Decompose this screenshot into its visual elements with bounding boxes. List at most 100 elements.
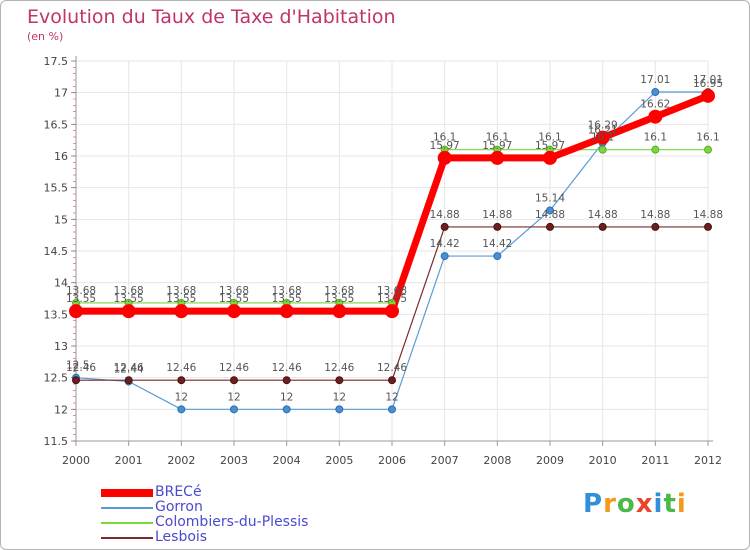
data-label-brec-: 16.95 xyxy=(693,78,723,90)
y-tick-label: 14 xyxy=(54,277,68,290)
data-point-brec- xyxy=(174,304,189,319)
data-label-gorron: 14.42 xyxy=(430,238,460,250)
data-label-gorron: 12.5 xyxy=(66,360,89,372)
data-label-brec-: 16.62 xyxy=(640,99,670,111)
data-label-lesbois: 14.88 xyxy=(430,209,460,221)
data-label-brec-: 13.55 xyxy=(166,293,196,305)
data-label-lesbois: 14.88 xyxy=(640,209,670,221)
data-label-colombiers-du-plessis: 16.1 xyxy=(486,132,509,144)
data-label-lesbois: 12.46 xyxy=(377,362,407,374)
data-label-gorron: 12 xyxy=(175,391,188,403)
data-label-brec-: 16.29 xyxy=(588,120,618,132)
data-point-lesbois xyxy=(704,222,712,231)
data-label-lesbois: 12.46 xyxy=(272,362,302,374)
data-label-colombiers-du-plessis: 13.68 xyxy=(377,285,407,297)
logo-letter: t xyxy=(663,489,677,519)
y-tick-label: 17.5 xyxy=(44,55,69,68)
data-point-lesbois xyxy=(72,376,80,385)
data-label-gorron: 16.21 xyxy=(588,125,618,137)
data-label-lesbois: 12.46 xyxy=(219,362,249,374)
x-tick-label: 2004 xyxy=(273,454,301,467)
y-tick-label: 16 xyxy=(54,150,68,163)
data-point-brec- xyxy=(227,304,241,319)
data-point-gorron xyxy=(493,252,502,261)
data-label-brec-: 13.55 xyxy=(114,293,144,305)
data-label-brec-: 15.97 xyxy=(430,140,460,152)
data-point-gorron xyxy=(440,252,449,261)
data-label-gorron: 14.42 xyxy=(482,238,512,250)
y-tick-label: 11.5 xyxy=(44,435,69,448)
y-tick-label: 12 xyxy=(54,403,68,416)
data-label-lesbois: 14.88 xyxy=(535,209,565,221)
legend-swatch-brece xyxy=(101,489,153,497)
x-tick-label: 2005 xyxy=(325,454,353,467)
data-label-brec-: 15.97 xyxy=(482,140,512,152)
logo-letter: x xyxy=(635,489,654,519)
data-point-lesbois xyxy=(230,376,238,385)
data-label-lesbois: 14.88 xyxy=(482,209,512,221)
x-tick-label: 2003 xyxy=(220,454,248,467)
x-tick-label: 2009 xyxy=(536,454,564,467)
data-point-brec- xyxy=(121,304,136,319)
data-label-colombiers-du-plessis: 16.1 xyxy=(433,132,456,144)
data-point-lesbois xyxy=(177,376,186,385)
y-tick-label: 14.5 xyxy=(44,245,69,258)
data-label-colombiers-du-plessis: 16.1 xyxy=(591,132,614,144)
data-point-lesbois xyxy=(388,376,396,385)
chart-unit-label: (en %) xyxy=(27,30,64,43)
data-label-gorron: 12 xyxy=(333,391,346,403)
data-point-brec- xyxy=(279,304,294,319)
y-tick-label: 15 xyxy=(54,213,68,226)
legend-label-colombiers: Colombiers-du-Plessis xyxy=(155,514,309,530)
data-label-gorron: 15.14 xyxy=(535,192,565,204)
data-label-lesbois: 12.46 xyxy=(166,362,196,374)
data-label-colombiers-du-plessis: 13.68 xyxy=(272,285,302,297)
data-label-brec-: 13.55 xyxy=(377,293,407,305)
data-label-brec-: 13.55 xyxy=(324,293,354,305)
logo-letter: P xyxy=(583,489,604,519)
data-point-lesbois xyxy=(651,222,660,231)
x-tick-label: 2006 xyxy=(378,454,406,467)
logo-letter: o xyxy=(616,489,636,519)
y-tick-label: 17 xyxy=(54,87,68,100)
data-point-gorron xyxy=(177,405,186,414)
data-point-gorron xyxy=(230,405,238,414)
y-tick-label: 12.5 xyxy=(44,372,69,385)
legend-label-gorron: Gorron xyxy=(155,499,203,515)
data-label-lesbois: 12.46 xyxy=(324,362,354,374)
data-label-lesbois: 12.46 xyxy=(114,362,144,374)
data-label-gorron: 12 xyxy=(227,391,240,403)
data-point-brec- xyxy=(701,88,715,103)
data-point-gorron xyxy=(651,88,660,97)
logo-letter: r xyxy=(603,489,617,519)
y-tick-label: 13 xyxy=(54,340,68,353)
chart-title: Evolution du Taux de Taxe d'Habitation xyxy=(27,6,396,28)
data-label-colombiers-du-plessis: 13.68 xyxy=(114,285,144,297)
data-point-brec- xyxy=(69,304,83,319)
data-label-brec-: 15.97 xyxy=(535,140,565,152)
data-point-gorron xyxy=(388,405,396,414)
data-point-brec- xyxy=(543,150,557,165)
data-label-colombiers-du-plessis: 16.1 xyxy=(644,132,667,144)
x-tick-label: 2011 xyxy=(641,454,669,467)
data-label-gorron: 17.01 xyxy=(640,74,670,86)
data-point-brec- xyxy=(332,304,347,319)
legend-label-lesbois: Lesbois xyxy=(155,529,208,545)
data-point-lesbois xyxy=(440,222,449,231)
data-point-colombiers-du-plessis xyxy=(704,145,712,154)
data-point-lesbois xyxy=(493,222,502,231)
data-label-gorron: 12.44 xyxy=(114,363,144,375)
data-point-lesbois xyxy=(546,222,554,231)
y-tick-label: 16.5 xyxy=(44,118,69,131)
data-label-brec-: 13.55 xyxy=(272,293,302,305)
data-point-brec- xyxy=(437,150,452,165)
proxiti-logo: Proxiti xyxy=(583,489,687,519)
data-point-colombiers-du-plessis xyxy=(598,145,607,154)
y-tick-label: 13.5 xyxy=(44,308,69,321)
data-label-colombiers-du-plessis: 16.1 xyxy=(538,132,561,144)
data-label-gorron: 17.01 xyxy=(693,74,723,86)
data-point-gorron xyxy=(546,206,554,215)
data-label-colombiers-du-plessis: 13.68 xyxy=(66,285,96,297)
legend-swatch-colombiers xyxy=(101,522,153,524)
